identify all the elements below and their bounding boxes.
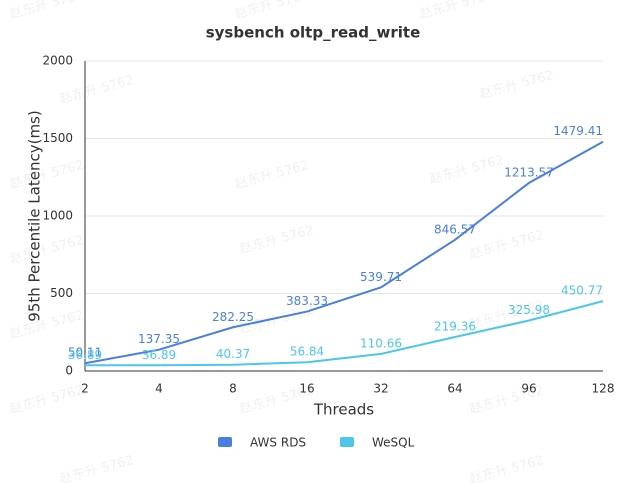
y-tick-label: 500 bbox=[50, 286, 73, 300]
watermark: 赵东升 5762 bbox=[233, 158, 311, 192]
watermark: 赵东升 5762 bbox=[233, 0, 311, 22]
legend-label: AWS RDS bbox=[250, 436, 306, 450]
x-tick-label: 96 bbox=[521, 382, 536, 396]
watermark: 赵东升 5762 bbox=[8, 0, 86, 22]
data-label: 1479.41 bbox=[553, 124, 603, 138]
legend-label: WeSQL bbox=[372, 436, 415, 450]
data-label: 539.71 bbox=[360, 270, 402, 284]
watermark: 赵东升 5762 bbox=[58, 453, 136, 483]
x-tick-label: 128 bbox=[592, 382, 615, 396]
watermark: 赵东升 5762 bbox=[8, 308, 86, 342]
x-tick-label: 4 bbox=[155, 382, 163, 396]
line bbox=[85, 300, 604, 367]
watermark: 赵东升 5762 bbox=[58, 73, 136, 107]
data-label: 846.57 bbox=[434, 222, 476, 236]
data-label: 282.25 bbox=[212, 310, 254, 324]
y-tick-label: 1000 bbox=[42, 209, 73, 223]
x-tick-label: 16 bbox=[299, 382, 314, 396]
watermark: 赵东升 5762 bbox=[8, 233, 86, 267]
data-label: 383.33 bbox=[286, 294, 328, 308]
x-tick-label: 32 bbox=[373, 382, 388, 396]
watermark: 赵东升 5762 bbox=[238, 223, 316, 257]
x-axis-label: Threads bbox=[313, 401, 374, 419]
watermark: 赵东升 5762 bbox=[478, 68, 556, 102]
watermark: 赵东升 5762 bbox=[468, 228, 546, 262]
watermark: 赵东升 5762 bbox=[8, 383, 86, 417]
data-label: 110.66 bbox=[360, 336, 402, 350]
x-tick-label: 8 bbox=[229, 382, 237, 396]
data-label: 450.77 bbox=[561, 284, 603, 298]
y-tick-label: 1500 bbox=[42, 131, 73, 145]
y-axis-label: 95th Percentile Latency(ms) bbox=[26, 110, 44, 321]
chart-title: sysbench oltp_read_write bbox=[206, 24, 421, 42]
line bbox=[84, 140, 604, 365]
legend-swatch bbox=[218, 437, 232, 447]
x-tick-label: 64 bbox=[447, 382, 462, 396]
data-label: 36.89 bbox=[142, 348, 176, 362]
data-label: 1213.57 bbox=[504, 165, 554, 179]
data-label: 219.36 bbox=[434, 319, 476, 333]
data-label: 50.11 bbox=[68, 346, 102, 360]
data-label: 137.35 bbox=[138, 332, 180, 346]
watermark: 赵东升 5762 bbox=[468, 453, 546, 483]
data-label: 36.89 bbox=[68, 348, 102, 362]
legend-swatch bbox=[340, 437, 354, 447]
x-tick-label: 2 bbox=[81, 382, 89, 396]
watermark: 赵东升 5762 bbox=[428, 153, 506, 187]
watermark: 赵东升 5762 bbox=[8, 158, 86, 192]
watermark: 赵东升 5762 bbox=[418, 0, 496, 22]
y-tick-label: 0 bbox=[65, 364, 73, 378]
y-tick-label: 2000 bbox=[42, 54, 73, 68]
data-label: 40.37 bbox=[216, 347, 250, 361]
data-label: 56.84 bbox=[290, 345, 324, 359]
data-label: 325.98 bbox=[508, 303, 550, 317]
